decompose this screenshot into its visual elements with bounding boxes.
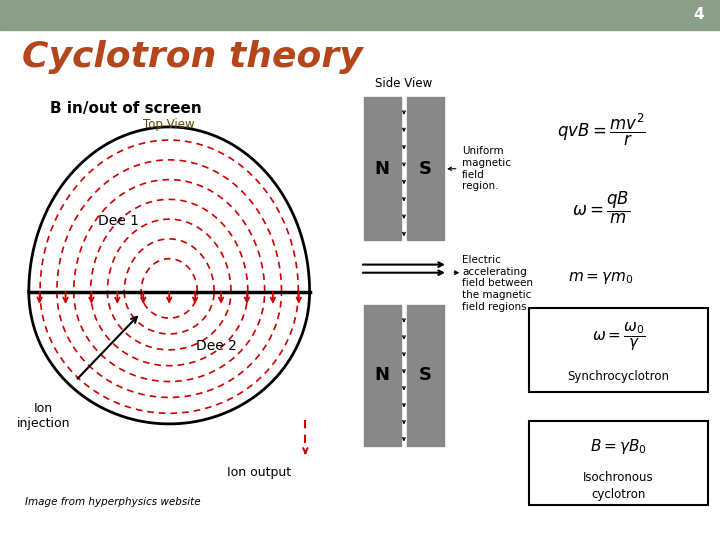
Text: Electric
accelerating
field between
the magnetic
field regions.: Electric accelerating field between the … — [462, 255, 534, 312]
Bar — [407, 97, 444, 240]
Text: Cyclotron theory: Cyclotron theory — [22, 40, 362, 73]
Text: $\omega = \dfrac{\omega_0}{\gamma}$: $\omega = \dfrac{\omega_0}{\gamma}$ — [592, 321, 645, 353]
Text: B in/out of screen: B in/out of screen — [50, 100, 202, 116]
Text: $B = \gamma B_0$: $B = \gamma B_0$ — [590, 437, 647, 456]
Text: Uniform
magnetic
field
region.: Uniform magnetic field region. — [462, 146, 511, 191]
Text: S: S — [419, 366, 432, 384]
Text: Synchrocyclotron: Synchrocyclotron — [567, 370, 670, 383]
Bar — [529, 421, 708, 505]
Text: Dee 2: Dee 2 — [196, 339, 236, 353]
Bar — [364, 305, 401, 446]
Text: Ion
injection: Ion injection — [17, 402, 70, 430]
Bar — [529, 308, 708, 392]
Text: Isochronous: Isochronous — [583, 471, 654, 484]
Bar — [364, 97, 401, 240]
Text: Side View: Side View — [375, 77, 433, 90]
Text: cyclotron: cyclotron — [591, 488, 646, 501]
Text: 4: 4 — [693, 8, 703, 22]
Text: N: N — [375, 366, 390, 384]
Bar — [407, 305, 444, 446]
Text: $m = \gamma m_0$: $m = \gamma m_0$ — [568, 270, 634, 286]
Text: Dee 1: Dee 1 — [99, 214, 139, 228]
Text: S: S — [419, 160, 432, 178]
Text: $qvB = \dfrac{mv^2}{r}$: $qvB = \dfrac{mv^2}{r}$ — [557, 111, 646, 148]
Text: Image from hyperphysics website: Image from hyperphysics website — [25, 497, 201, 507]
Bar — [0, 0, 720, 30]
Text: N: N — [375, 160, 390, 178]
Text: $\omega = \dfrac{qB}{m}$: $\omega = \dfrac{qB}{m}$ — [572, 190, 630, 226]
Text: Top View: Top View — [143, 118, 195, 131]
Text: Ion output: Ion output — [227, 466, 291, 479]
